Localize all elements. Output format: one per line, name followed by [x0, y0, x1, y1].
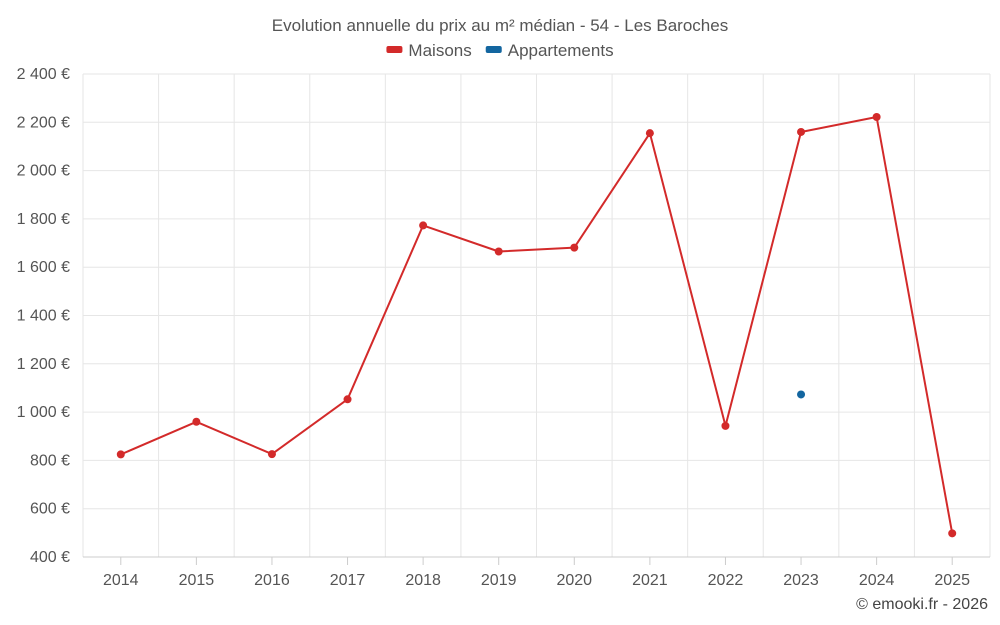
x-tick-label: 2019: [481, 572, 517, 589]
data-point: [721, 421, 730, 430]
series-line: [120, 116, 954, 534]
data-point: [797, 127, 806, 136]
y-tick-label: 1 600 €: [17, 259, 70, 276]
y-tick-label: 1 800 €: [17, 211, 70, 228]
legend-label: Appartements: [508, 41, 614, 60]
y-tick-label: 1 200 €: [17, 356, 70, 373]
data-point: [494, 247, 503, 256]
x-tick-label: 2024: [859, 572, 895, 589]
y-axis: 400 € 600 € 800 € 1 000 € 1 200 € 1 400 € 1 60…: [17, 66, 70, 566]
series-maisons: [116, 112, 957, 538]
x-tick-label: 2022: [708, 572, 744, 589]
chart-legend[interactable]: Maisons Appartements: [386, 41, 614, 60]
y-tick-label: 1 000 €: [17, 404, 70, 421]
data-point: [116, 450, 125, 459]
data-point: [267, 450, 276, 459]
data-point: [192, 417, 201, 426]
series-layer: [116, 112, 957, 538]
legend-label: Maisons: [408, 41, 471, 60]
x-tick-label: 2021: [632, 572, 668, 589]
legend-swatch: [386, 46, 403, 53]
x-tick-label: 2014: [103, 572, 139, 589]
y-tick-label: 400 €: [30, 549, 70, 566]
series-appartements: [797, 390, 806, 399]
y-tick-label: 1 400 €: [17, 308, 70, 325]
data-point: [645, 129, 654, 138]
x-tick-label: 2015: [179, 572, 215, 589]
chart-title: Evolution annuelle du prix au m² médian …: [272, 16, 728, 35]
data-point: [343, 395, 352, 404]
credit-text: © emooki.fr - 2026: [856, 596, 988, 613]
data-point: [570, 243, 579, 252]
y-tick-label: 600 €: [30, 501, 70, 518]
x-tick-label: 2017: [330, 572, 366, 589]
grid: [82, 73, 991, 557]
x-tick-label: 2016: [254, 572, 290, 589]
x-tick-label: 2020: [556, 572, 592, 589]
data-point: [419, 221, 428, 230]
x-tick-label: 2018: [405, 572, 441, 589]
data-point: [948, 529, 957, 538]
y-tick-label: 2 400 €: [17, 66, 70, 83]
legend-swatch: [485, 46, 502, 53]
data-point: [872, 112, 881, 121]
data-point: [797, 390, 806, 399]
x-tick-label: 2023: [783, 572, 819, 589]
y-tick-label: 800 €: [30, 452, 70, 469]
x-axis: 2014 2015 2016 2017 2018 2019 2020 2021 2022 2023…: [83, 556, 990, 589]
y-tick-label: 2 000 €: [17, 163, 70, 180]
y-tick-label: 2 200 €: [17, 114, 70, 131]
x-tick-label: 2025: [934, 572, 970, 589]
